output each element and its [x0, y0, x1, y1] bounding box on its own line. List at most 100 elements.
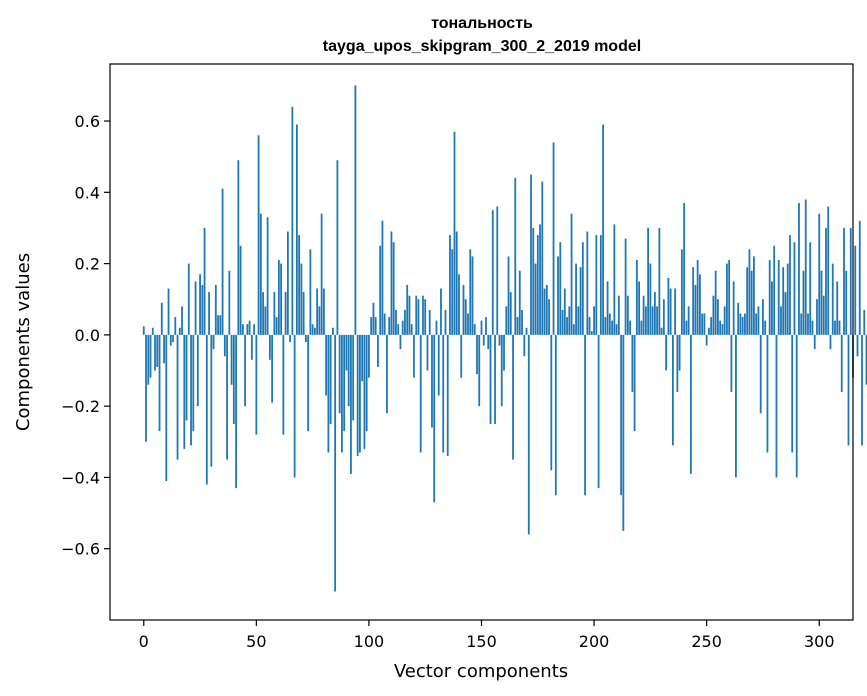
bar: [469, 249, 472, 335]
bar: [223, 334, 226, 357]
bar: [338, 334, 341, 414]
bar: [320, 213, 323, 335]
bar: [843, 227, 845, 335]
bar: [683, 203, 686, 335]
bar: [816, 299, 818, 335]
bar: [476, 334, 478, 375]
bar: [521, 309, 523, 335]
bar: [527, 334, 530, 535]
bar: [730, 334, 733, 392]
bar: [379, 245, 382, 335]
bar: [408, 295, 411, 335]
bar: [678, 334, 681, 371]
bar: [309, 249, 312, 335]
bar: [341, 334, 343, 453]
bar: [244, 334, 246, 407]
bar: [545, 284, 548, 335]
bar: [503, 334, 505, 371]
bar: [336, 160, 339, 335]
bar: [147, 334, 150, 385]
bar: [728, 260, 731, 335]
bar: [854, 245, 857, 335]
bar: [802, 270, 805, 335]
bar: [845, 270, 848, 335]
bar: [271, 334, 274, 403]
bar: [275, 317, 278, 335]
bar: [777, 260, 780, 335]
bar: [194, 281, 197, 335]
bar: [782, 267, 785, 335]
bar: [480, 320, 483, 335]
bar: [773, 245, 776, 335]
y-tick-label: 0.6: [75, 112, 100, 131]
bar: [289, 334, 292, 342]
bar: [620, 334, 622, 496]
bar: [395, 309, 397, 335]
bar: [543, 288, 546, 335]
bar: [635, 260, 638, 335]
bar: [467, 313, 469, 335]
bar: [694, 284, 697, 335]
bar: [829, 334, 832, 350]
bar: [399, 334, 402, 350]
bar: [523, 334, 526, 357]
bar: [840, 334, 843, 392]
bar: [674, 288, 677, 335]
bar: [685, 320, 688, 335]
bar: [750, 270, 753, 335]
bar: [327, 334, 330, 453]
bar: [417, 299, 420, 335]
bar: [590, 331, 593, 335]
bar: [739, 313, 742, 335]
bar: [611, 320, 613, 335]
bar: [368, 334, 370, 378]
bar: [764, 320, 767, 335]
bar: [820, 270, 823, 335]
bar: [539, 224, 541, 335]
bar: [313, 327, 316, 335]
bar: [214, 284, 217, 335]
bar: [570, 213, 573, 335]
y-tick-label: 0.4: [75, 183, 100, 202]
bar: [219, 315, 222, 335]
bar: [397, 324, 400, 335]
bar: [642, 295, 645, 335]
bar: [291, 106, 294, 335]
bar: [302, 292, 305, 335]
bar: [363, 334, 366, 449]
bar: [863, 309, 866, 335]
bar: [199, 274, 201, 335]
bar: [662, 299, 665, 335]
bar: [584, 334, 586, 496]
bar: [343, 334, 346, 432]
bar: [566, 317, 568, 335]
y-tick-label: −0.2: [61, 397, 100, 416]
bar: [741, 317, 744, 335]
y-tick-label: 0.2: [75, 255, 100, 274]
bar: [586, 231, 589, 335]
x-tick-label: 250: [691, 632, 722, 651]
bar: [489, 334, 492, 424]
bar: [577, 306, 580, 335]
bar: [712, 295, 715, 335]
bar: [462, 284, 465, 335]
x-tick-label: 200: [579, 632, 610, 651]
bar: [631, 334, 634, 392]
bar: [201, 284, 204, 335]
bar: [390, 231, 393, 335]
bar: [626, 295, 629, 335]
bar: [559, 242, 562, 335]
bar: [284, 292, 287, 335]
bar: [437, 334, 440, 396]
bar: [422, 295, 424, 335]
bar: [401, 320, 404, 335]
bar: [809, 242, 812, 335]
bar: [771, 281, 773, 335]
bar: [838, 320, 841, 335]
bar: [332, 327, 334, 335]
bar: [485, 317, 487, 335]
bar: [822, 295, 825, 335]
bar: [516, 317, 519, 335]
bar: [257, 135, 260, 335]
bar: [703, 313, 706, 335]
